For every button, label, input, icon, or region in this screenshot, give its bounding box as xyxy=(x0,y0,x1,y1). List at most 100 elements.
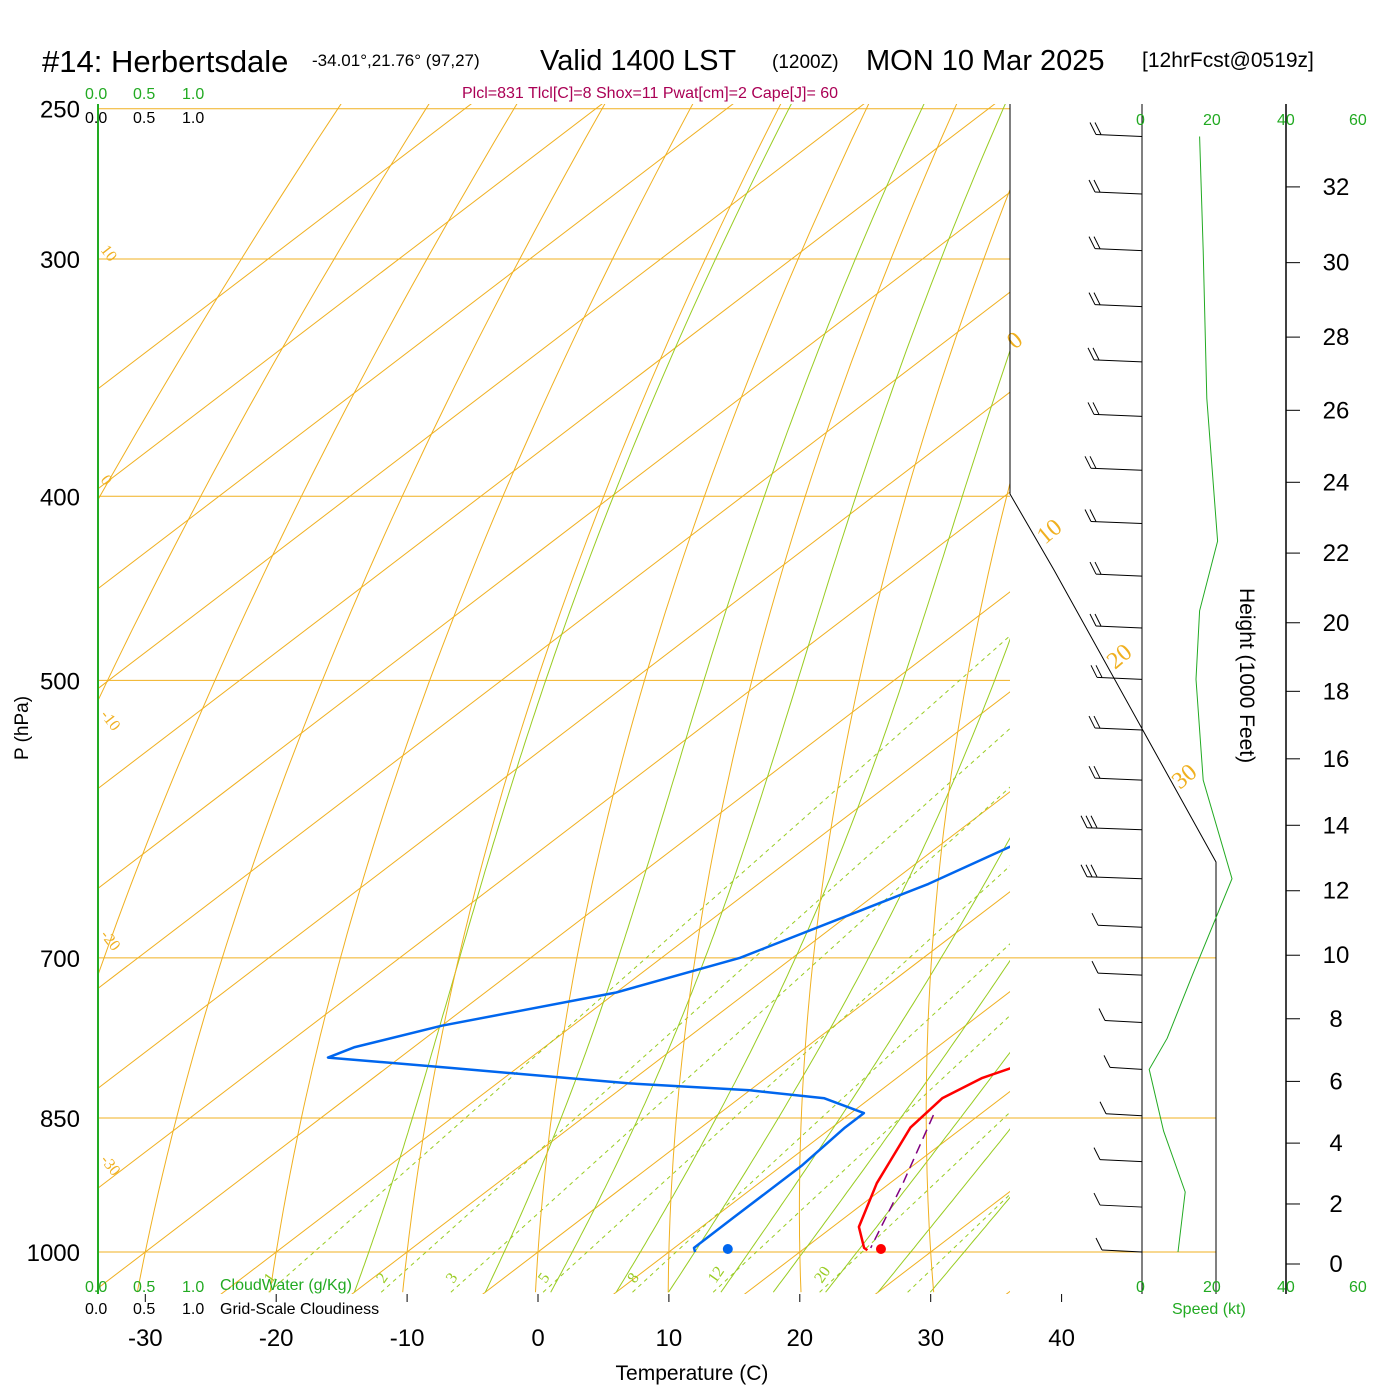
mixing-ratio-line xyxy=(632,943,1010,1293)
wind-barb xyxy=(1099,1159,1143,1163)
top-cloudiness-tick: 0.0 xyxy=(85,110,107,127)
sounding-parameters: Plcl=831 Tlcl[C]=8 Shox=11 Pwat[cm]=2 Ca… xyxy=(462,85,838,102)
station-coords: -34.01°,21.76° (97,27) xyxy=(312,51,480,70)
dry-adiabat-line xyxy=(402,104,782,1293)
pressure-tick-label: 500 xyxy=(40,668,80,695)
wind-barb-flag xyxy=(1092,402,1100,415)
y-axis-label: P (hPa) xyxy=(12,696,33,760)
bottom-cloudiness-tick: 1.0 xyxy=(182,1301,204,1318)
top-cloudwater-tick: 0.5 xyxy=(133,86,155,103)
wind-barb xyxy=(1094,727,1143,731)
speed-tick-top: 60 xyxy=(1349,112,1367,129)
wind-barb xyxy=(1097,924,1143,928)
isotherm-line xyxy=(98,104,996,790)
parcel-profile xyxy=(870,1114,935,1249)
wind-barb xyxy=(1097,972,1143,976)
mixing-ratio-line xyxy=(450,786,1010,1293)
zulu-time: (1200Z) xyxy=(772,52,839,73)
wind-barb-flag xyxy=(1088,292,1096,305)
isotherm-line xyxy=(613,990,1010,1294)
bottom-cloudiness-label: Grid-Scale Cloudiness xyxy=(220,1301,379,1318)
dry-adiabat-line xyxy=(98,104,342,501)
wind-barb xyxy=(1099,1204,1143,1208)
surface-temperature-dot xyxy=(875,1244,886,1254)
wind-barb xyxy=(1096,676,1143,680)
dry-adiabat-line xyxy=(798,188,1010,1293)
top-cloudiness-tick: 0.5 xyxy=(133,110,155,127)
isotherm-label-right: 0 xyxy=(1002,327,1028,355)
speed-tick-top: 20 xyxy=(1203,112,1221,129)
wind-barb-flag xyxy=(1091,960,1099,974)
temperature-tick-label: 0 xyxy=(531,1325,544,1352)
top-cloudwater-tick: 1.0 xyxy=(182,86,204,103)
speed-axis-label: Speed (kt) xyxy=(1172,1301,1246,1318)
speed-tick-bottom: 20 xyxy=(1203,1279,1221,1296)
dry-adiabat-line xyxy=(1395,75,1400,1292)
wind-barb xyxy=(1094,777,1143,781)
wind-barb-flag xyxy=(1088,715,1096,729)
tropopause-boundary xyxy=(1009,104,1217,1294)
wind-barb-flag xyxy=(1080,815,1088,828)
temperature-tick-label: 10 xyxy=(656,1325,683,1352)
wind-barb-flag xyxy=(1092,347,1100,361)
height-tick-label: 22 xyxy=(1323,540,1350,567)
pressure-tick-label: 400 xyxy=(40,484,80,511)
isotherm-line xyxy=(743,1090,1010,1294)
moist-adiabat-line xyxy=(550,104,1006,1293)
mixing-ratio-line xyxy=(542,865,1010,1293)
moist-adiabat-line xyxy=(877,1128,1010,1293)
isotherm-label: -10 xyxy=(97,707,124,734)
wind-barb-flag xyxy=(1087,402,1095,415)
top-cloudiness-scale: 0.0 0.5 1.0 xyxy=(85,110,204,127)
isotherm-line xyxy=(98,104,472,390)
bottom-cloudiness-scale: 0.0 0.5 1.0 Grid-Scale Cloudiness xyxy=(85,1301,379,1318)
top-cloudiness-tick: 1.0 xyxy=(182,110,204,127)
mixing-ratio-label: 3 xyxy=(443,1270,462,1286)
height-tick-label: 16 xyxy=(1323,746,1350,773)
wind-barb-flag xyxy=(1089,509,1097,522)
temperature-tick-label: 20 xyxy=(786,1325,813,1352)
isotherm-line xyxy=(98,291,1010,989)
forecast-run: [12hrFcst@0519z] xyxy=(1142,49,1314,72)
wind-barb xyxy=(1086,827,1143,831)
wind-barb xyxy=(1094,191,1143,195)
wind-barb-flag xyxy=(1088,765,1096,779)
wind-barb-flag xyxy=(1093,236,1101,249)
wind-barb-flag xyxy=(1084,456,1092,469)
moist-adiabat-line xyxy=(772,959,1010,1293)
wind-barb xyxy=(1095,573,1143,577)
speed-scale-bottom: 0 20 40 60 Speed (kt) xyxy=(1136,1279,1367,1318)
isotherm-lines xyxy=(98,104,1010,1294)
isotherm-line xyxy=(98,104,603,490)
mixing-ratio-label: 12 xyxy=(705,1263,728,1286)
wind-barb xyxy=(1094,248,1143,252)
speed-tick-top: 0 xyxy=(1136,112,1145,129)
height-tick-label: 18 xyxy=(1323,678,1350,705)
isotherm-line xyxy=(98,104,865,690)
wind-barb-flag xyxy=(1088,236,1096,249)
wind-barb xyxy=(1090,467,1143,471)
wind-barb-flag xyxy=(1089,613,1097,627)
wind-barb xyxy=(1109,1066,1143,1070)
isotherm-label-right: 10 xyxy=(1032,514,1067,549)
wind-barb xyxy=(1093,413,1143,417)
wind-barb xyxy=(1094,304,1143,308)
wind-barb xyxy=(1095,625,1143,629)
bottom-cloudwater-label: CloudWater (g/Kg) xyxy=(220,1277,352,1294)
height-tick-label: 30 xyxy=(1323,250,1350,277)
height-tick-label: 8 xyxy=(1329,1006,1342,1033)
height-tick-label: 20 xyxy=(1323,610,1350,637)
wind-barb-flag xyxy=(1099,1101,1107,1114)
bottom-cloudwater-tick: 1.0 xyxy=(182,1279,204,1296)
moist-adiabat-line xyxy=(720,837,1010,1293)
speed-tick-bottom: 0 xyxy=(1136,1279,1145,1296)
isotherm-label: -30 xyxy=(97,1152,124,1179)
height-tick-label: 26 xyxy=(1323,397,1350,424)
wind-barb-flag xyxy=(1094,561,1102,575)
moist-adiabat-lines xyxy=(353,104,1010,1293)
isotherm-label: -20 xyxy=(97,927,124,954)
speed-tick-top: 40 xyxy=(1277,112,1295,129)
wind-barb xyxy=(1104,1020,1143,1024)
bottom-cloudwater-tick: 0.0 xyxy=(85,1279,107,1296)
